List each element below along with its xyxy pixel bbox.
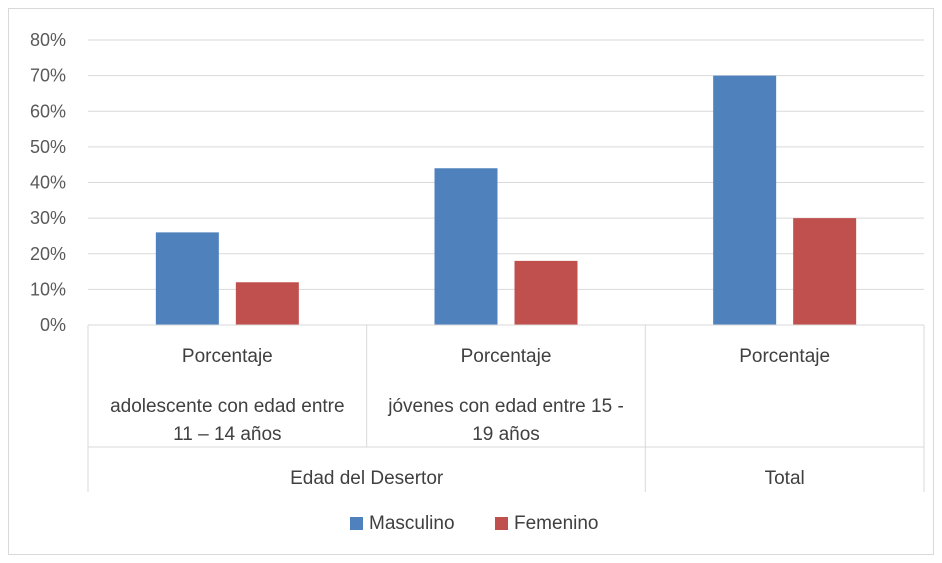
category-label: Porcentaje <box>182 346 273 367</box>
bar-masculino-1 <box>155 232 219 325</box>
y-tick-label: 30% <box>30 208 66 228</box>
y-tick-label: 40% <box>30 173 66 193</box>
bar-masculino-2 <box>434 168 498 325</box>
y-tick-label: 70% <box>30 66 66 86</box>
bar-femenino-2 <box>514 260 578 325</box>
bar-masculino-3 <box>713 75 777 325</box>
category-sublabel: adolescente con edad entre <box>110 396 345 417</box>
group-label: Edad del Desertor <box>290 468 444 489</box>
y-tick-label: 10% <box>30 279 66 299</box>
category-label: Porcentaje <box>739 346 830 367</box>
category-sublabel: 11 – 14 años <box>173 424 281 445</box>
category-sublabel: 19 años <box>472 424 540 445</box>
legend-label: Masculino <box>369 513 455 534</box>
bar-femenino-1 <box>235 282 299 325</box>
y-tick-label: 60% <box>30 101 66 121</box>
legend-label: Femenino <box>514 513 599 534</box>
legend-swatch-femenino <box>495 517 508 530</box>
y-tick-label: 20% <box>30 244 66 264</box>
category-label: Porcentaje <box>461 346 552 367</box>
legend-swatch-masculino <box>350 517 363 530</box>
y-tick-label: 50% <box>30 137 66 157</box>
bar-femenino-3 <box>793 218 857 325</box>
category-sublabel: jóvenes con edad entre 15 - <box>387 396 624 417</box>
y-tick-label: 80% <box>30 30 66 50</box>
y-tick-label: 0% <box>40 315 66 335</box>
group-label: Total <box>765 468 805 489</box>
